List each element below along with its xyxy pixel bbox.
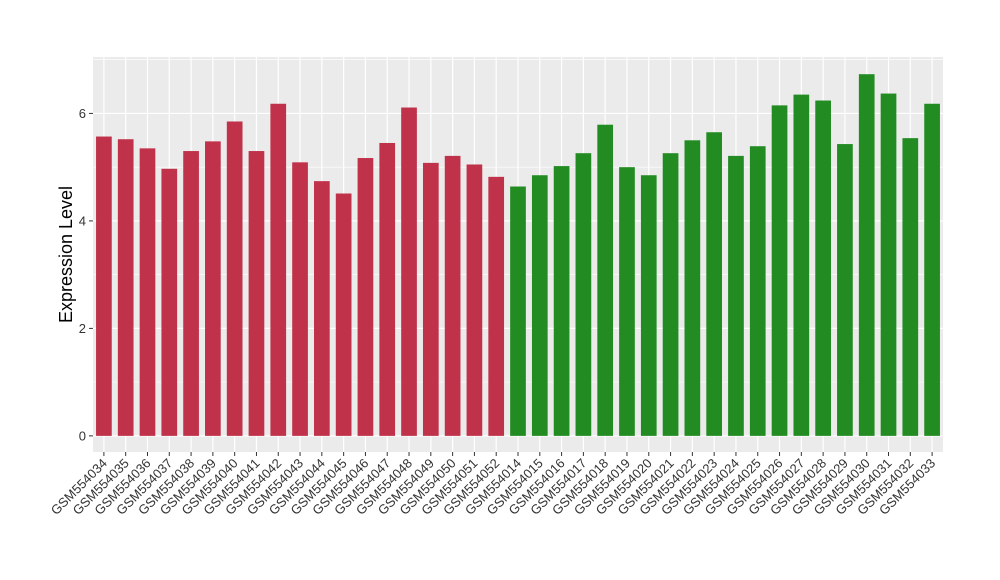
bar (728, 155, 744, 436)
bar (183, 151, 199, 436)
bar (510, 186, 526, 436)
bar (139, 148, 156, 436)
bar (597, 124, 614, 436)
y-axis-title: Expression Level (56, 186, 76, 323)
bar (226, 121, 243, 436)
bar (837, 144, 853, 436)
bar (640, 175, 657, 436)
bar (749, 146, 766, 436)
bar (117, 139, 134, 436)
bar (335, 193, 352, 436)
bar (466, 164, 483, 436)
bar (357, 158, 374, 436)
y-tick-label: 2 (79, 321, 86, 336)
bar (205, 141, 221, 436)
bar (161, 168, 178, 436)
bar (444, 155, 461, 436)
bar (379, 142, 396, 436)
bar (422, 162, 439, 436)
bar (902, 138, 919, 436)
bar (292, 162, 308, 436)
bar (662, 153, 679, 436)
bar (270, 103, 287, 436)
y-tick-label: 0 (79, 428, 86, 443)
bar (96, 136, 112, 436)
bar (531, 175, 548, 436)
y-tick-label: 4 (79, 213, 86, 228)
bar (553, 166, 570, 436)
bar (771, 105, 788, 436)
bar (575, 153, 592, 436)
bar (924, 103, 940, 436)
bar (858, 74, 875, 436)
bar (815, 100, 831, 436)
bars (96, 74, 940, 436)
bar (880, 93, 897, 436)
bar (401, 107, 417, 436)
bar (684, 140, 701, 436)
bar (706, 132, 722, 436)
bar (488, 176, 505, 436)
y-tick-label: 6 (79, 106, 86, 121)
bar (314, 181, 330, 436)
bar (793, 94, 810, 436)
x-axis: GSM554034GSM554035GSM554036GSM554037GSM5… (48, 452, 938, 518)
y-axis: 0 2 4 6 (79, 106, 93, 443)
bar (619, 167, 635, 436)
bar (248, 151, 265, 436)
